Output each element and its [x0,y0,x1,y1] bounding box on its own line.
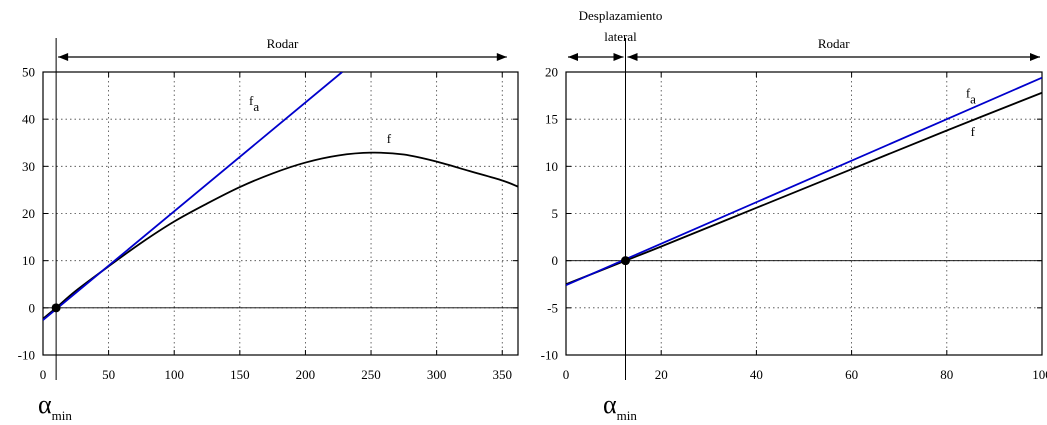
series-line-f-a [43,72,343,321]
y-tick-label: 0 [29,300,36,315]
y-tick-label: 15 [545,112,558,127]
y-tick-label: 10 [22,253,35,268]
x-tick-label: 150 [230,367,250,382]
y-tick-label: 20 [22,206,35,221]
y-tick-label: 10 [545,159,558,174]
y-tick-label: 30 [22,159,35,174]
x-tick-label: 300 [427,367,447,382]
curve-label: f [387,131,392,146]
y-tick-label: 50 [22,65,35,80]
x-tick-label: 80 [940,367,953,382]
y-tick-label: -10 [18,348,35,363]
span-label: Rodar [267,36,299,51]
x-tick-label: 50 [102,367,115,382]
x-tick-label: 20 [655,367,668,382]
x-tick-label: 100 [164,367,184,382]
alpha-min-point [51,303,61,313]
x-tick-label: 350 [493,367,513,382]
alpha-min-label: αmin [603,390,637,423]
alpha-symbol: α [38,390,52,419]
alpha-min-label: αmin [38,390,72,423]
x-tick-label: 40 [750,367,763,382]
y-tick-label: 5 [552,206,559,221]
x-tick-label: 0 [40,367,47,382]
plot-frame [42,71,519,356]
alpha-symbol: α [603,390,617,419]
y-tick-label: 40 [22,112,35,127]
plot-frame [565,71,1043,356]
y-tick-label: -10 [541,348,558,363]
span-label: lateral [604,29,637,44]
left-chart: -10 0 10 20 30 40 50 0 50 100 150 200 250 300 350 Rodar… [18,36,519,423]
curve-label: fa [966,85,976,106]
x-tick-label: 250 [361,367,381,382]
y-tick-label: -5 [547,300,558,315]
x-tick-label: 60 [845,367,858,382]
y-tick-label: 0 [552,253,559,268]
curve-label: fa [249,93,259,114]
series-line-f-a [566,76,1042,287]
x-tick-label: 0 [563,367,570,382]
curve-label-subscript: a [253,99,259,114]
y-tick-label: 20 [545,65,558,80]
series-line-f [43,151,518,320]
span-label: Rodar [818,36,850,51]
span-label: Desplazamiento [579,8,663,23]
curve-label-subscript: a [970,91,976,106]
alpha-min-subscript: min [52,408,73,423]
right-chart: -10 -5 0 5 10 15 20 0 20 40 60 80 100 Desplazamiento l… [541,8,1047,423]
curve-label: f [971,124,976,139]
alpha-min-point [621,256,630,266]
series-line-f [566,91,1042,286]
alpha-min-subscript: min [617,408,638,423]
x-tick-label: 200 [296,367,316,382]
x-tick-label: 100 [1032,367,1047,382]
